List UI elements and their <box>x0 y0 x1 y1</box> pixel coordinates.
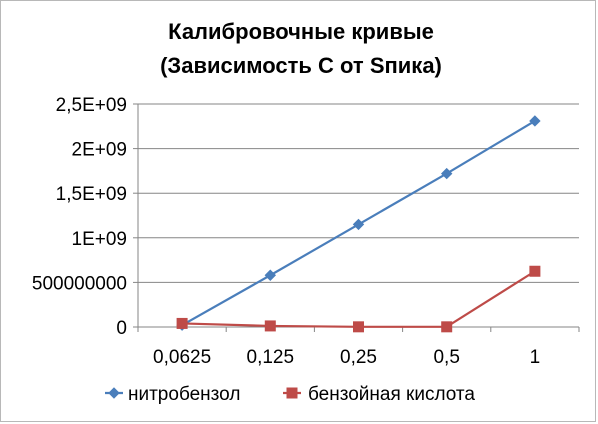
chart-title: Калибровочные кривые (Зависимость С от S… <box>160 19 442 78</box>
series-group <box>176 115 541 333</box>
data-point <box>286 387 298 399</box>
legend-label: бензойная кислота <box>308 384 475 405</box>
legend-item-2: бензойная кислота <box>283 384 475 405</box>
y-tick-label: 500000000 <box>32 273 127 294</box>
x-tick-label: 0,125 <box>247 347 295 368</box>
series-line <box>182 270 536 328</box>
x-tick-label: 0,0625 <box>153 347 211 368</box>
x-tick-label: 0,25 <box>340 347 377 368</box>
data-point <box>176 317 188 329</box>
x-tick-label: 0,5 <box>433 347 459 368</box>
chart-title-line-1: Калибровочные кривые <box>168 19 434 44</box>
data-point <box>440 167 453 180</box>
data-point <box>264 320 276 332</box>
data-point <box>441 321 453 333</box>
y-tick-label: 1E+09 <box>72 229 127 250</box>
y-tick-label: 2E+09 <box>72 140 127 161</box>
gridlines <box>138 103 579 283</box>
data-point <box>352 218 365 231</box>
y-tick-label: 1,5E+09 <box>56 184 127 205</box>
series-2 <box>176 265 541 333</box>
legend: нитробензол бензойная кислота <box>105 384 475 405</box>
data-point <box>529 115 541 127</box>
chart-title-line-2: (Зависимость С от Sпика) <box>160 53 442 78</box>
series-1 <box>176 115 541 331</box>
data-point <box>108 387 120 399</box>
data-point <box>353 321 364 333</box>
legend-item-1: нитробензол <box>105 384 240 405</box>
y-tick-label: 0 <box>116 318 127 339</box>
legend-label: нитробензол <box>128 384 240 405</box>
axes: 0 500000000 1E+09 1,5E+09 2E+09 2,5E+09 0,0625… <box>32 95 580 368</box>
x-tick-label: 1 <box>530 347 541 368</box>
data-point <box>264 269 277 281</box>
data-point <box>529 265 541 277</box>
y-tick-label: 2,5E+09 <box>56 95 127 116</box>
